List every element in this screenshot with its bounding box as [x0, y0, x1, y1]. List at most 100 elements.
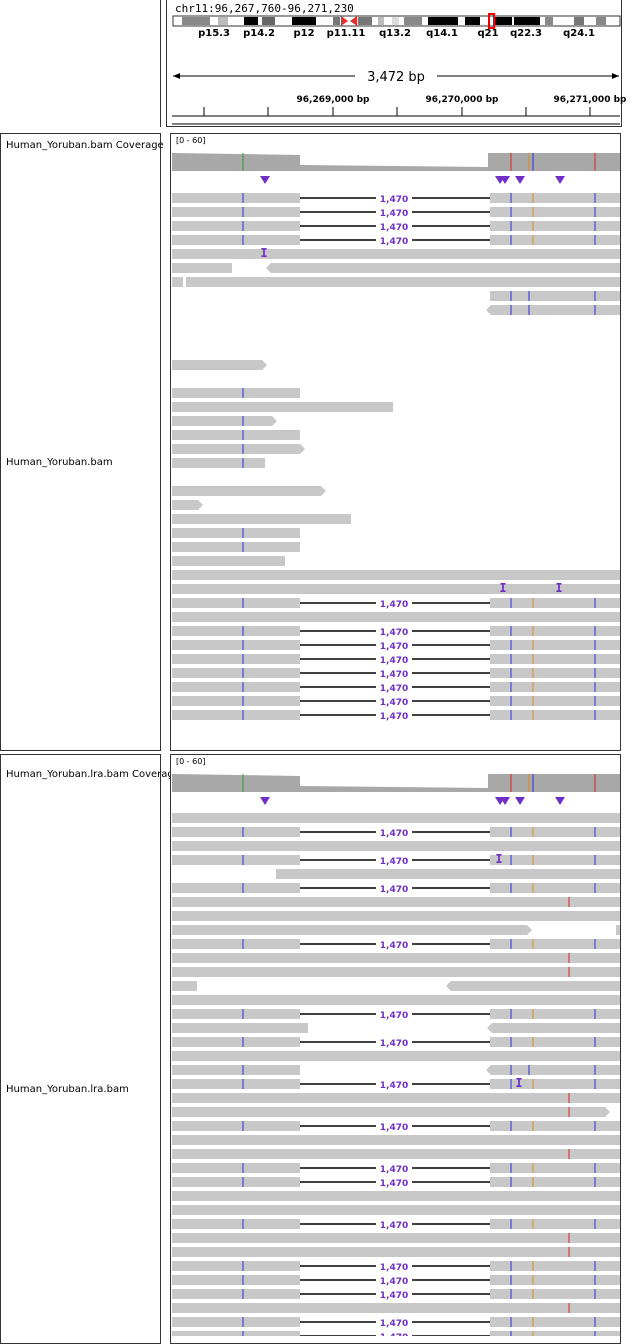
ideogram-band [244, 17, 258, 25]
aligned-read [490, 291, 620, 301]
aligned-read [172, 556, 285, 566]
aligned-read [490, 710, 620, 720]
aligned-read [172, 514, 351, 524]
ideogram-band [358, 17, 372, 25]
ideogram-band-label: q24.1 [563, 28, 595, 39]
aligned-read [172, 710, 300, 720]
ideogram-band [392, 17, 399, 25]
aligned-read [172, 277, 183, 287]
aligned-read [490, 221, 620, 231]
ruler-tick-label: 96,270,000 bp [426, 95, 500, 105]
aligned-read [172, 486, 326, 496]
aligned-read [490, 827, 620, 837]
aligned-read [172, 1121, 300, 1131]
track2-name-panel[interactable]: Human_Yoruban.lra.bam Coverage Human_Yor… [0, 754, 180, 1344]
deletion-length-label: 1,470 [380, 209, 408, 219]
aligned-read [490, 1009, 620, 1019]
aligned-read [172, 1331, 300, 1336]
track2-alignment-name[interactable]: Human_Yoruban.lra.bam [6, 1084, 129, 1095]
track1-alignment-name[interactable]: Human_Yoruban.bam [6, 457, 113, 468]
aligned-read [490, 1289, 620, 1299]
aligned-read [172, 570, 620, 580]
aligned-read [172, 612, 620, 622]
aligned-read [172, 654, 300, 664]
track2-coverage: [0 - 60] [172, 757, 620, 805]
aligned-read [266, 263, 620, 273]
header-name-panel [0, 0, 161, 127]
deletion-length-label: 1,470 [380, 223, 408, 233]
locus-text[interactable]: chr11:96,267,760-96,271,230 [175, 2, 354, 15]
deletion-length-label: 1,470 [380, 1263, 408, 1273]
aligned-read [490, 1079, 620, 1089]
ideogram-current-region [488, 13, 495, 29]
ideogram-band [404, 17, 422, 25]
insertion-marker [555, 176, 565, 184]
aligned-read [172, 1191, 620, 1201]
aligned-read [487, 1023, 620, 1033]
centromere-marker [341, 16, 348, 26]
aligned-read [490, 1219, 620, 1229]
aligned-read [276, 869, 620, 879]
aligned-read [172, 430, 300, 440]
insertion-marker [555, 797, 565, 805]
deletion-length-label: 1,470 [380, 1081, 408, 1091]
track1-alignments[interactable]: 1,470 1,470 1,470 1,470 I I I 1,470 1,470 1,470 1,… [172, 193, 620, 722]
deletion-length-label: 1,470 [380, 628, 408, 638]
deletion-length-label: 1,470 [380, 1319, 408, 1329]
deletion-length-label: 1,470 [380, 1277, 408, 1287]
ideogram-band [182, 17, 210, 25]
coverage-area [172, 153, 620, 171]
aligned-read [490, 1177, 620, 1187]
aligned-read [172, 925, 532, 935]
insertion-glyph: I [555, 581, 562, 595]
aligned-read [172, 939, 300, 949]
deletion-length-label: 1,470 [380, 698, 408, 708]
aligned-read [490, 207, 620, 217]
aligned-read [172, 598, 300, 608]
track2-data-panel[interactable] [170, 754, 621, 1344]
insertion-marker [260, 797, 270, 805]
aligned-read [172, 911, 620, 921]
aligned-read [172, 1219, 300, 1229]
ideogram-band [262, 17, 275, 25]
ideogram-band-label: q21 [477, 28, 498, 39]
track1-name-panel[interactable]: Human_Yoruban.bam Coverage Human_Yoruban… [0, 133, 164, 751]
insertion-marker [515, 176, 525, 184]
aligned-read [172, 1233, 620, 1243]
chromosome-ideogram[interactable]: p15.3 p14.2 p12 p11.11 q13.2 q14.1 q21 q22.3 q24… [172, 13, 621, 39]
aligned-read [172, 855, 300, 865]
track2-coverage-name[interactable]: Human_Yoruban.lra.bam Coverage [6, 769, 180, 780]
ideogram-band [333, 17, 340, 25]
insertion-glyph: I [495, 852, 502, 866]
aligned-read [172, 360, 267, 370]
aligned-read [172, 1107, 610, 1117]
aligned-read [172, 640, 300, 650]
ideogram-band [495, 17, 512, 25]
aligned-read [186, 277, 620, 287]
insertion-marker [515, 797, 525, 805]
track1-coverage-name[interactable]: Human_Yoruban.bam Coverage [6, 140, 164, 151]
aligned-read [172, 1247, 620, 1257]
coverage-range-label: [0 - 60] [176, 136, 205, 145]
aligned-read [490, 883, 620, 893]
aligned-read [172, 1205, 620, 1215]
deletion-length-label: 1,470 [380, 941, 408, 951]
aligned-read [172, 1275, 300, 1285]
span-label: 3,472 bp [367, 70, 425, 85]
ideogram-band [218, 17, 228, 25]
deletion-length-label: 1,470 [380, 829, 408, 839]
track2-alignments[interactable]: 1,470 1,470 I 1,470 1,470 1,470 1,470 1,470 I 1,4… [172, 813, 620, 1336]
aligned-read [172, 1009, 300, 1019]
ideogram-band-label: p14.2 [243, 28, 275, 39]
insertion-glyph: I [499, 581, 506, 595]
track1-coverage: [0 - 60] [172, 136, 620, 184]
aligned-read [490, 855, 620, 865]
insertion-glyph: I [515, 1076, 522, 1090]
aligned-read [172, 1163, 300, 1173]
aligned-read [172, 841, 620, 851]
ideogram-band-label: p11.11 [327, 28, 366, 39]
aligned-read [172, 235, 300, 245]
aligned-read [172, 953, 620, 963]
aligned-read [172, 193, 300, 203]
